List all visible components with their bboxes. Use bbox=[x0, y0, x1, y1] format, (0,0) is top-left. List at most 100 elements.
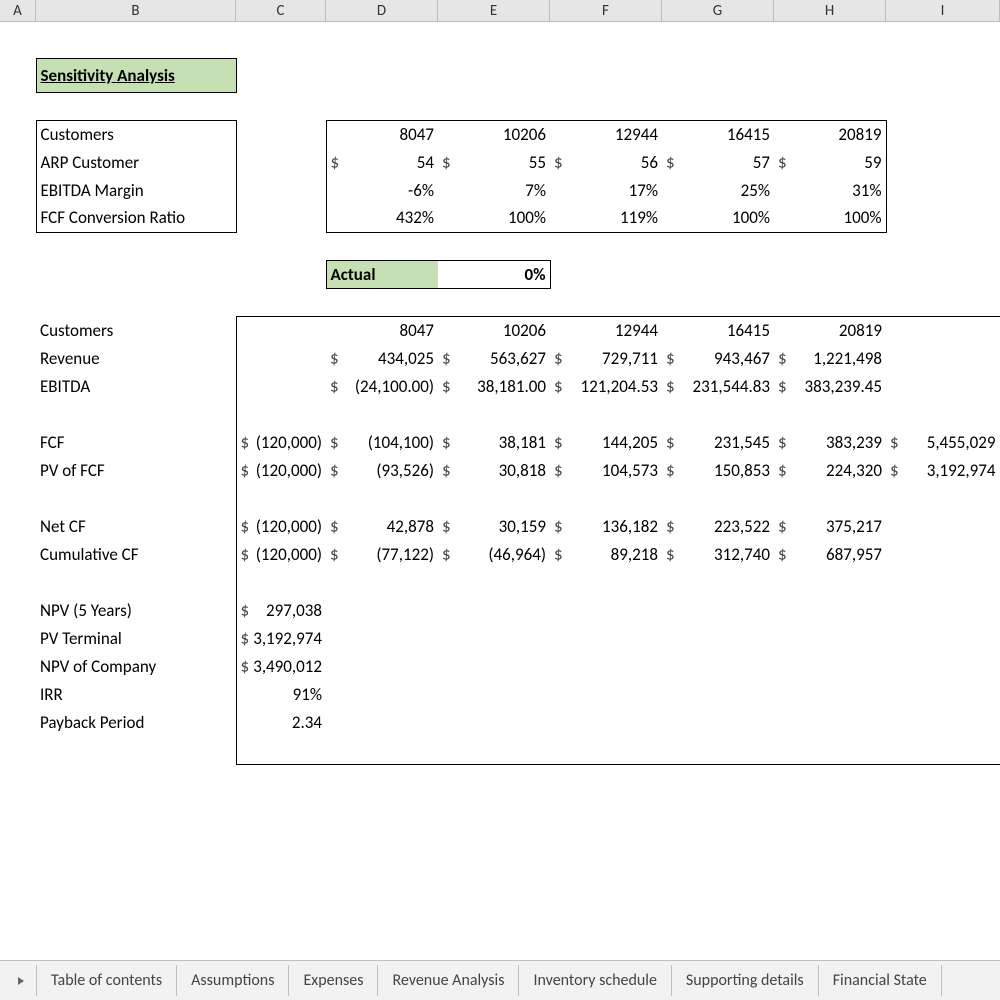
cell[interactable]: 25% bbox=[662, 176, 774, 204]
cell[interactable]: $150,853 bbox=[662, 456, 774, 484]
cell[interactable]: 100% bbox=[438, 204, 550, 232]
row-label-npv5: NPV (5 Years) bbox=[36, 596, 236, 624]
cell[interactable]: $30,159 bbox=[438, 512, 550, 540]
tab-revenue-analysis[interactable]: Revenue Analysis bbox=[377, 965, 518, 996]
cell[interactable]: $687,957 bbox=[774, 540, 886, 568]
worksheet-area[interactable]: Sensitivity Analysis Customers 8047 1020… bbox=[0, 22, 1000, 960]
row-label-cum-cf: Cumulative CF bbox=[36, 540, 236, 568]
tab-nav-right-icon[interactable] bbox=[12, 972, 30, 990]
cell[interactable]: $38,181 bbox=[438, 428, 550, 456]
cell[interactable]: 10206 bbox=[438, 120, 550, 148]
cell[interactable]: $(93,526) bbox=[326, 456, 438, 484]
row-label-ebitda: EBITDA bbox=[36, 372, 236, 400]
cell[interactable]: 100% bbox=[774, 204, 886, 232]
cell[interactable]: $375,217 bbox=[774, 512, 886, 540]
cell[interactable]: $224,320 bbox=[774, 456, 886, 484]
cell[interactable]: $(77,122) bbox=[326, 540, 438, 568]
cell[interactable]: 119% bbox=[550, 204, 662, 232]
metric-label-customers: Customers bbox=[36, 120, 236, 148]
cell[interactable]: $297,038 bbox=[236, 596, 326, 624]
cell[interactable]: $223,522 bbox=[662, 512, 774, 540]
metric-label-fcf-conv: FCF Conversion Ratio bbox=[36, 204, 236, 232]
cell[interactable]: $55 bbox=[438, 148, 550, 176]
cell[interactable]: $231,544.83 bbox=[662, 372, 774, 400]
cell[interactable]: $383,239.45 bbox=[774, 372, 886, 400]
col-header-f[interactable]: F bbox=[550, 0, 662, 21]
cell[interactable]: $136,182 bbox=[550, 512, 662, 540]
cell[interactable]: $57 bbox=[662, 148, 774, 176]
cell[interactable]: 20819 bbox=[774, 316, 886, 344]
metric-label-arp: ARP Customer bbox=[36, 148, 236, 176]
cell[interactable]: $434,025 bbox=[326, 344, 438, 372]
col-header-h[interactable]: H bbox=[774, 0, 886, 21]
cell[interactable]: $104,573 bbox=[550, 456, 662, 484]
tab-expenses[interactable]: Expenses bbox=[288, 965, 377, 996]
cell[interactable]: 16415 bbox=[662, 120, 774, 148]
cell[interactable]: $5,455,029 bbox=[886, 428, 1000, 456]
cell[interactable]: $231,545 bbox=[662, 428, 774, 456]
cell[interactable]: $1,221,498 bbox=[774, 344, 886, 372]
spreadsheet-grid: Sensitivity Analysis Customers 8047 1020… bbox=[0, 22, 1000, 765]
col-header-e[interactable]: E bbox=[438, 0, 550, 21]
cell[interactable]: $(24,100.00) bbox=[326, 372, 438, 400]
tab-supporting-details[interactable]: Supporting details bbox=[671, 965, 818, 996]
row-label-net-cf: Net CF bbox=[36, 512, 236, 540]
tab-inventory-schedule[interactable]: Inventory schedule bbox=[518, 965, 670, 996]
cell[interactable]: $563,627 bbox=[438, 344, 550, 372]
cell[interactable]: $(104,100) bbox=[326, 428, 438, 456]
col-header-c[interactable]: C bbox=[236, 0, 326, 21]
row-label-pv-fcf: PV of FCF bbox=[36, 456, 236, 484]
col-header-b[interactable]: B bbox=[36, 0, 236, 21]
cell[interactable]: -6% bbox=[326, 176, 438, 204]
cell[interactable]: $144,205 bbox=[550, 428, 662, 456]
cell[interactable]: 2.34 bbox=[236, 708, 326, 736]
cell[interactable]: $89,218 bbox=[550, 540, 662, 568]
cell[interactable]: $943,467 bbox=[662, 344, 774, 372]
cell[interactable]: 8047 bbox=[326, 316, 438, 344]
cell[interactable]: 10206 bbox=[438, 316, 550, 344]
tab-financial-state[interactable]: Financial State bbox=[818, 965, 942, 996]
row-label-irr: IRR bbox=[36, 680, 236, 708]
cell[interactable]: 8047 bbox=[326, 120, 438, 148]
cell[interactable]: $54 bbox=[326, 148, 438, 176]
row-label-npv-company: NPV of Company bbox=[36, 652, 236, 680]
cell[interactable]: $729,711 bbox=[550, 344, 662, 372]
cell[interactable]: $(120,000) bbox=[236, 512, 326, 540]
cell[interactable]: 17% bbox=[550, 176, 662, 204]
cell[interactable]: 12944 bbox=[550, 316, 662, 344]
col-header-d[interactable]: D bbox=[326, 0, 438, 21]
cell[interactable]: $38,181.00 bbox=[438, 372, 550, 400]
cell[interactable]: 12944 bbox=[550, 120, 662, 148]
cell[interactable]: 432% bbox=[326, 204, 438, 232]
cell[interactable]: $3,192,974 bbox=[236, 624, 326, 652]
col-header-i[interactable]: I bbox=[886, 0, 1000, 21]
cell[interactable]: $56 bbox=[550, 148, 662, 176]
cell[interactable]: 7% bbox=[438, 176, 550, 204]
column-header-row: A B C D E F G H I bbox=[0, 0, 1000, 22]
row-label-pv-terminal: PV Terminal bbox=[36, 624, 236, 652]
cell[interactable]: $3,490,012 bbox=[236, 652, 326, 680]
metric-label-ebitda-margin: EBITDA Margin bbox=[36, 176, 236, 204]
tab-table-of-contents[interactable]: Table of contents bbox=[36, 965, 176, 996]
cell[interactable]: $312,740 bbox=[662, 540, 774, 568]
tab-assumptions[interactable]: Assumptions bbox=[176, 965, 288, 996]
cell[interactable]: $(46,964) bbox=[438, 540, 550, 568]
cell[interactable]: $(120,000) bbox=[236, 428, 326, 456]
cell[interactable]: $121,204.53 bbox=[550, 372, 662, 400]
cell[interactable]: $42,878 bbox=[326, 512, 438, 540]
cell[interactable]: 100% bbox=[662, 204, 774, 232]
cell[interactable]: $59 bbox=[774, 148, 886, 176]
cell[interactable]: 91% bbox=[236, 680, 326, 708]
row-label-fcf: FCF bbox=[36, 428, 236, 456]
cell[interactable]: 20819 bbox=[774, 120, 886, 148]
cell[interactable]: $(120,000) bbox=[236, 456, 326, 484]
cell[interactable]: $3,192,974 bbox=[886, 456, 1000, 484]
cell[interactable]: $(120,000) bbox=[236, 540, 326, 568]
cell[interactable]: 16415 bbox=[662, 316, 774, 344]
cell[interactable]: $383,239 bbox=[774, 428, 886, 456]
cell[interactable]: $30,818 bbox=[438, 456, 550, 484]
actual-value[interactable]: 0% bbox=[438, 260, 550, 288]
col-header-g[interactable]: G bbox=[662, 0, 774, 21]
col-header-a[interactable]: A bbox=[0, 0, 36, 21]
cell[interactable]: 31% bbox=[774, 176, 886, 204]
